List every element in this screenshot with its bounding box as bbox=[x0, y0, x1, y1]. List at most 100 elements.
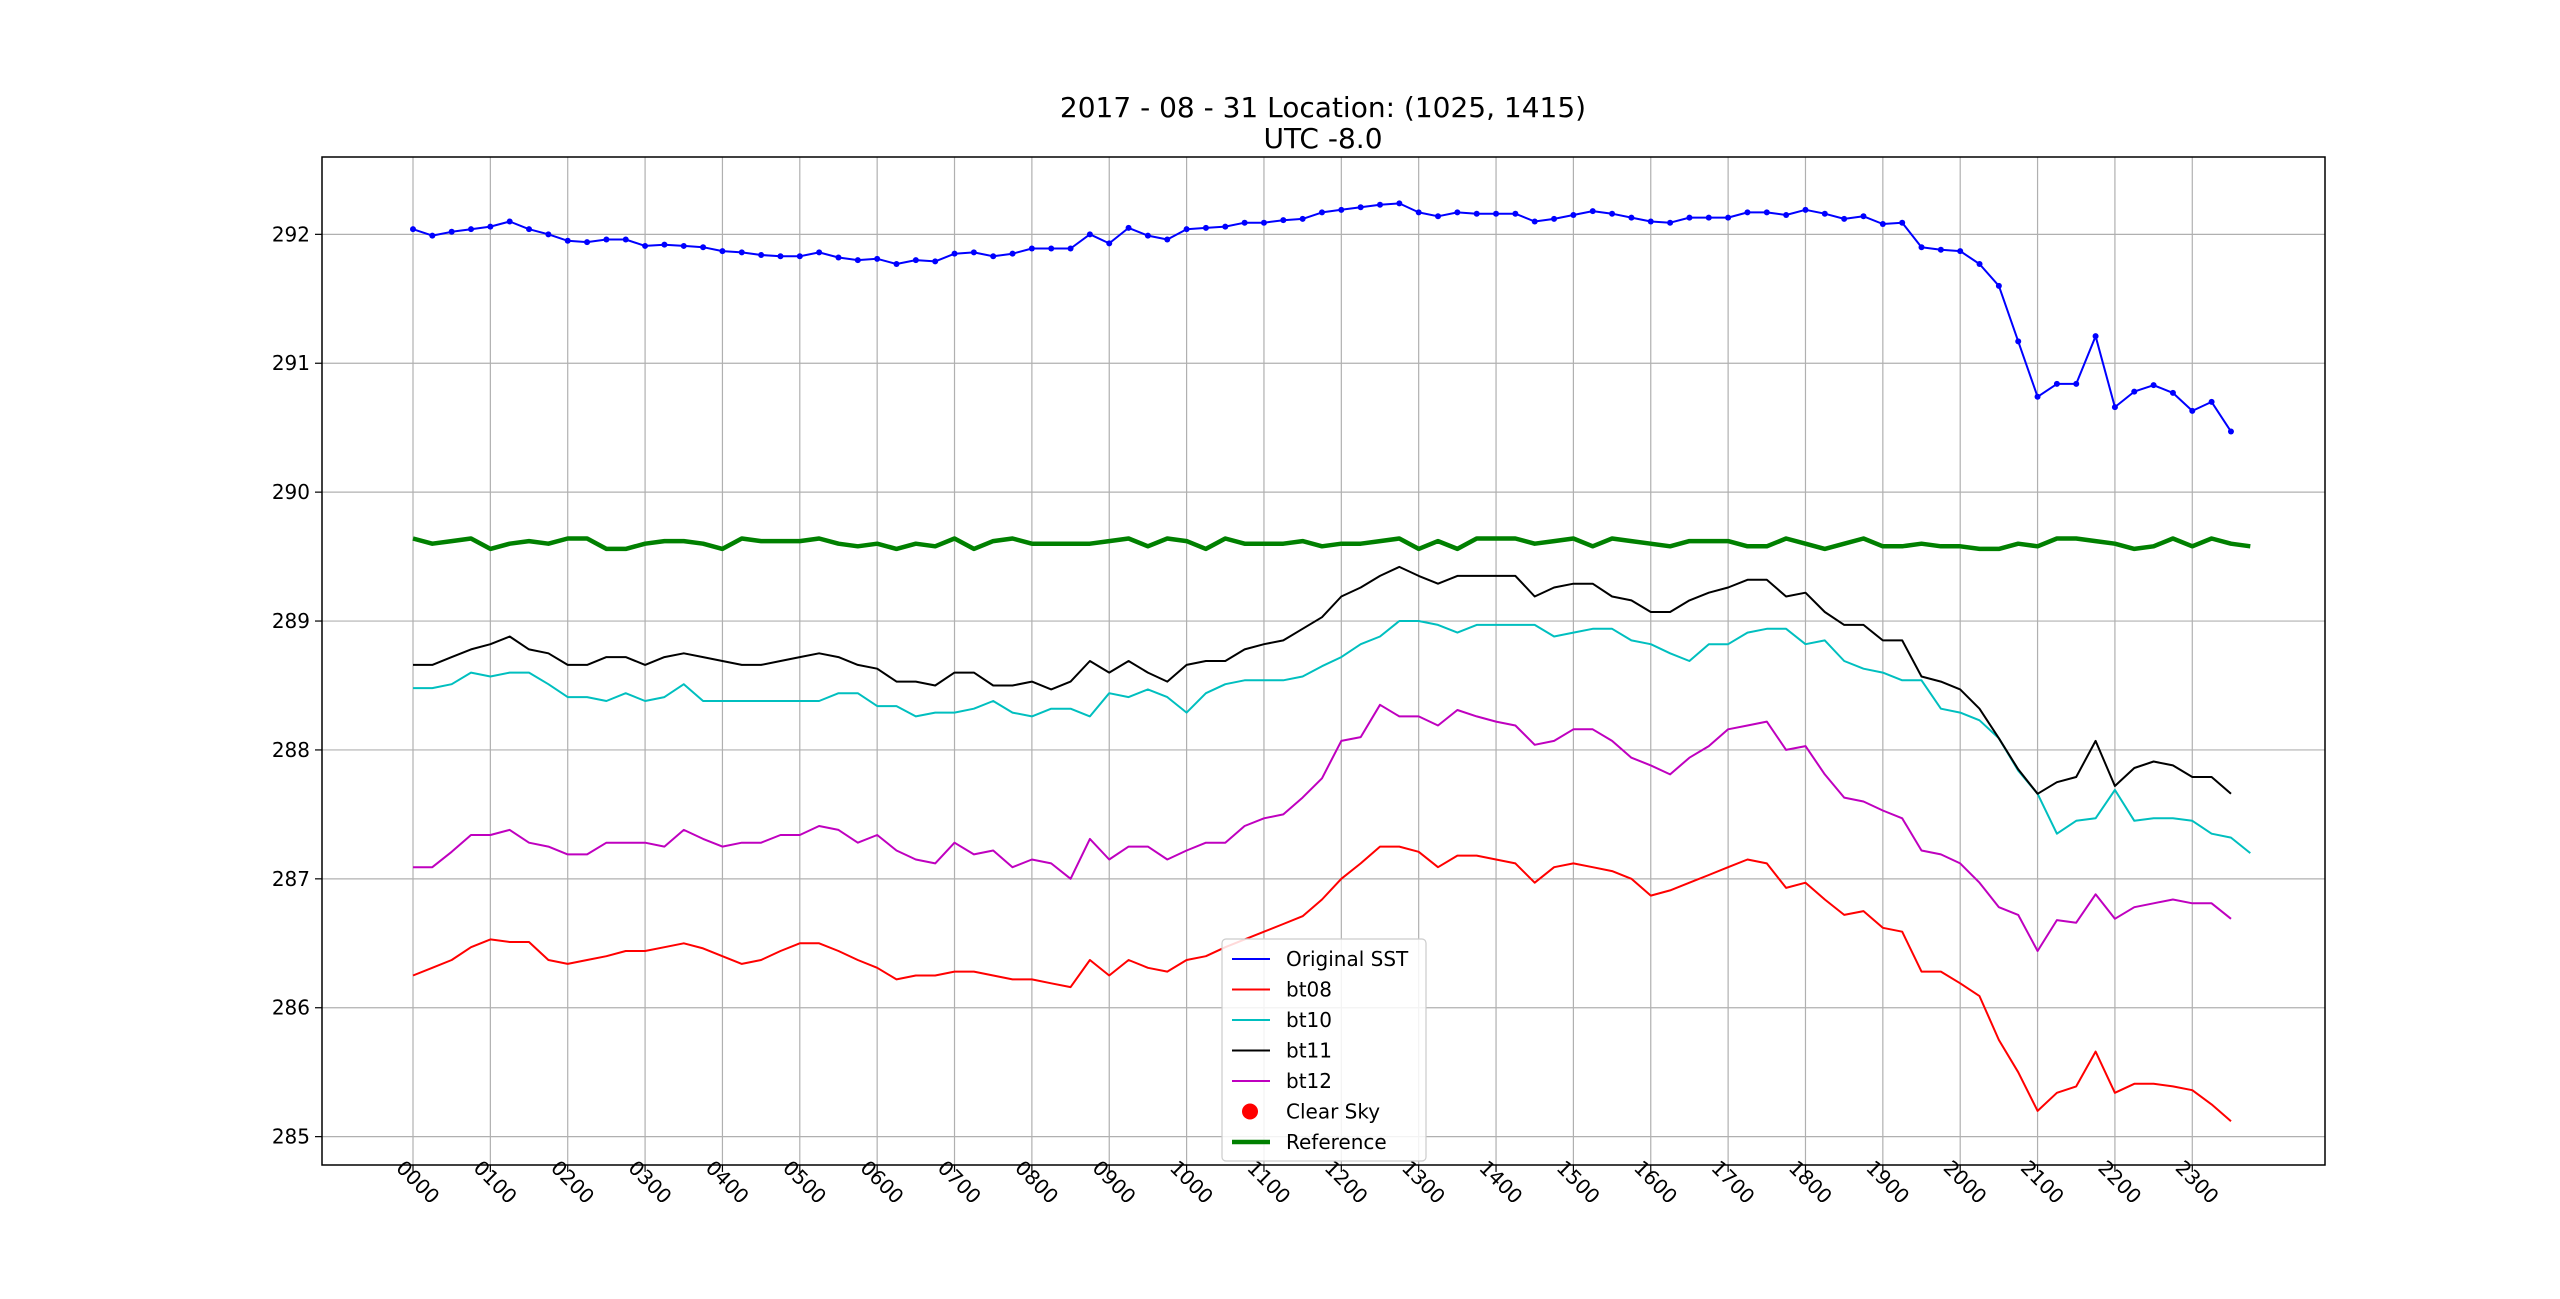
data-point-original-sst bbox=[448, 228, 455, 235]
data-point-original-sst bbox=[410, 226, 416, 233]
data-point-original-sst bbox=[1783, 212, 1790, 219]
data-point-original-sst bbox=[1125, 224, 1132, 231]
data-point-original-sst bbox=[1222, 223, 1229, 230]
chart-subtitle: UTC -8.0 bbox=[1263, 122, 1382, 155]
data-point-original-sst bbox=[1086, 231, 1093, 238]
x-tick-label: 1600 bbox=[1629, 1156, 1682, 1209]
y-tick-label: 290 bbox=[272, 480, 310, 504]
data-point-original-sst bbox=[1299, 215, 1306, 222]
data-point-original-sst bbox=[912, 257, 919, 264]
legend-marker bbox=[1242, 1103, 1258, 1120]
data-point-original-sst bbox=[1164, 236, 1171, 243]
data-point-original-sst bbox=[2092, 333, 2099, 340]
data-point-original-sst bbox=[970, 249, 977, 256]
data-point-original-sst bbox=[1454, 209, 1461, 216]
x-tick-label: 1800 bbox=[1784, 1156, 1837, 1209]
data-point-original-sst bbox=[1106, 240, 1113, 247]
data-point-original-sst bbox=[1357, 204, 1364, 211]
x-tick-label: 0600 bbox=[856, 1156, 909, 1209]
series-line-bt12 bbox=[413, 703, 2232, 952]
data-point-original-sst bbox=[429, 232, 436, 239]
data-point-original-sst bbox=[874, 255, 881, 262]
data-point-original-sst bbox=[1937, 246, 1944, 253]
data-point-original-sst bbox=[1202, 224, 1209, 231]
data-point-original-sst bbox=[603, 236, 610, 243]
data-point-original-sst bbox=[2073, 380, 2080, 387]
data-point-original-sst bbox=[1918, 244, 1925, 251]
data-point-original-sst bbox=[1647, 218, 1654, 225]
legend-label: bt11 bbox=[1286, 1039, 1332, 1063]
x-tick-label: 0200 bbox=[546, 1156, 599, 1209]
series-line-reference bbox=[412, 536, 2251, 552]
x-tick-label: 1900 bbox=[1861, 1156, 1914, 1209]
data-point-original-sst bbox=[1821, 210, 1828, 217]
data-point-original-sst bbox=[2015, 338, 2022, 345]
data-point-original-sst bbox=[1338, 206, 1345, 213]
data-point-original-sst bbox=[526, 226, 533, 233]
series-line-bt08 bbox=[412, 845, 2232, 1122]
y-tick-label: 292 bbox=[272, 222, 310, 246]
data-point-original-sst bbox=[1589, 208, 1596, 215]
data-point-original-sst bbox=[1686, 214, 1693, 221]
x-tick-label: 1000 bbox=[1165, 1156, 1218, 1209]
x-tick-label: 0500 bbox=[778, 1156, 831, 1209]
data-point-original-sst bbox=[738, 249, 745, 256]
x-tick-label: 2200 bbox=[2093, 1156, 2146, 1209]
y-tick-label: 288 bbox=[272, 738, 310, 762]
y-tick-label: 289 bbox=[272, 609, 310, 633]
x-tick-label: 1200 bbox=[1320, 1156, 1373, 1209]
legend-label: bt08 bbox=[1286, 978, 1332, 1002]
data-point-original-sst bbox=[1628, 214, 1635, 221]
legend-label: Clear Sky bbox=[1286, 1100, 1380, 1124]
data-point-original-sst bbox=[816, 249, 823, 256]
legend-box bbox=[1221, 938, 1427, 1162]
data-point-original-sst bbox=[1609, 210, 1616, 217]
data-point-original-sst bbox=[2053, 380, 2060, 387]
data-point-original-sst bbox=[1531, 218, 1538, 225]
data-point-original-sst bbox=[1551, 215, 1558, 222]
data-point-original-sst bbox=[1028, 245, 1035, 252]
data-point-original-sst bbox=[1415, 209, 1422, 216]
legend-label: Original SST bbox=[1286, 947, 1409, 971]
y-tick-label: 291 bbox=[272, 351, 310, 375]
data-point-original-sst bbox=[719, 248, 726, 255]
data-point-original-sst bbox=[1512, 210, 1519, 217]
x-tick-label: 1500 bbox=[1552, 1156, 1605, 1209]
x-tick-label: 1100 bbox=[1242, 1156, 1295, 1209]
data-point-original-sst bbox=[564, 237, 571, 244]
y-tick-label: 286 bbox=[272, 996, 310, 1020]
data-point-original-sst bbox=[2034, 393, 2041, 400]
data-point-original-sst bbox=[1009, 250, 1016, 257]
data-point-original-sst bbox=[1667, 219, 1674, 226]
legend: Original SST bt08 bt10 bt11 bt12 Clear Sky Ref… bbox=[1221, 938, 1427, 1162]
legend-label: Reference bbox=[1286, 1130, 1387, 1154]
data-point-original-sst bbox=[1763, 209, 1770, 216]
data-point-original-sst bbox=[1725, 214, 1732, 221]
data-point-original-sst bbox=[1802, 206, 1809, 213]
data-point-original-sst bbox=[1280, 217, 1287, 224]
series-line-original-sst bbox=[412, 202, 2232, 433]
legend-label: bt12 bbox=[1286, 1069, 1332, 1093]
data-point-original-sst bbox=[1435, 213, 1442, 220]
y-tick-label: 285 bbox=[272, 1125, 310, 1149]
x-tick-label: 0300 bbox=[624, 1156, 677, 1209]
chart-title: 2017 - 08 - 31 Location: (1025, 1415) bbox=[1060, 91, 1586, 124]
data-point-original-sst bbox=[893, 260, 900, 267]
y-axis: 285 286 287 288 289 290 291 292 bbox=[272, 222, 322, 1149]
data-point-original-sst bbox=[468, 226, 475, 233]
data-point-original-sst bbox=[1048, 245, 1055, 252]
series-lines bbox=[410, 200, 2251, 1122]
data-point-original-sst bbox=[1144, 232, 1151, 239]
series-line-bt10 bbox=[413, 620, 2251, 854]
x-tick-label: 0900 bbox=[1088, 1156, 1141, 1209]
data-point-original-sst bbox=[854, 257, 861, 264]
data-point-original-sst bbox=[642, 242, 649, 249]
data-point-original-sst bbox=[1183, 226, 1190, 233]
data-point-original-sst bbox=[1260, 219, 1267, 226]
data-point-original-sst bbox=[2208, 398, 2215, 405]
data-point-original-sst bbox=[796, 253, 803, 260]
data-point-original-sst bbox=[1570, 212, 1577, 219]
data-point-original-sst bbox=[951, 250, 958, 257]
x-tick-label: 1300 bbox=[1397, 1156, 1450, 1209]
